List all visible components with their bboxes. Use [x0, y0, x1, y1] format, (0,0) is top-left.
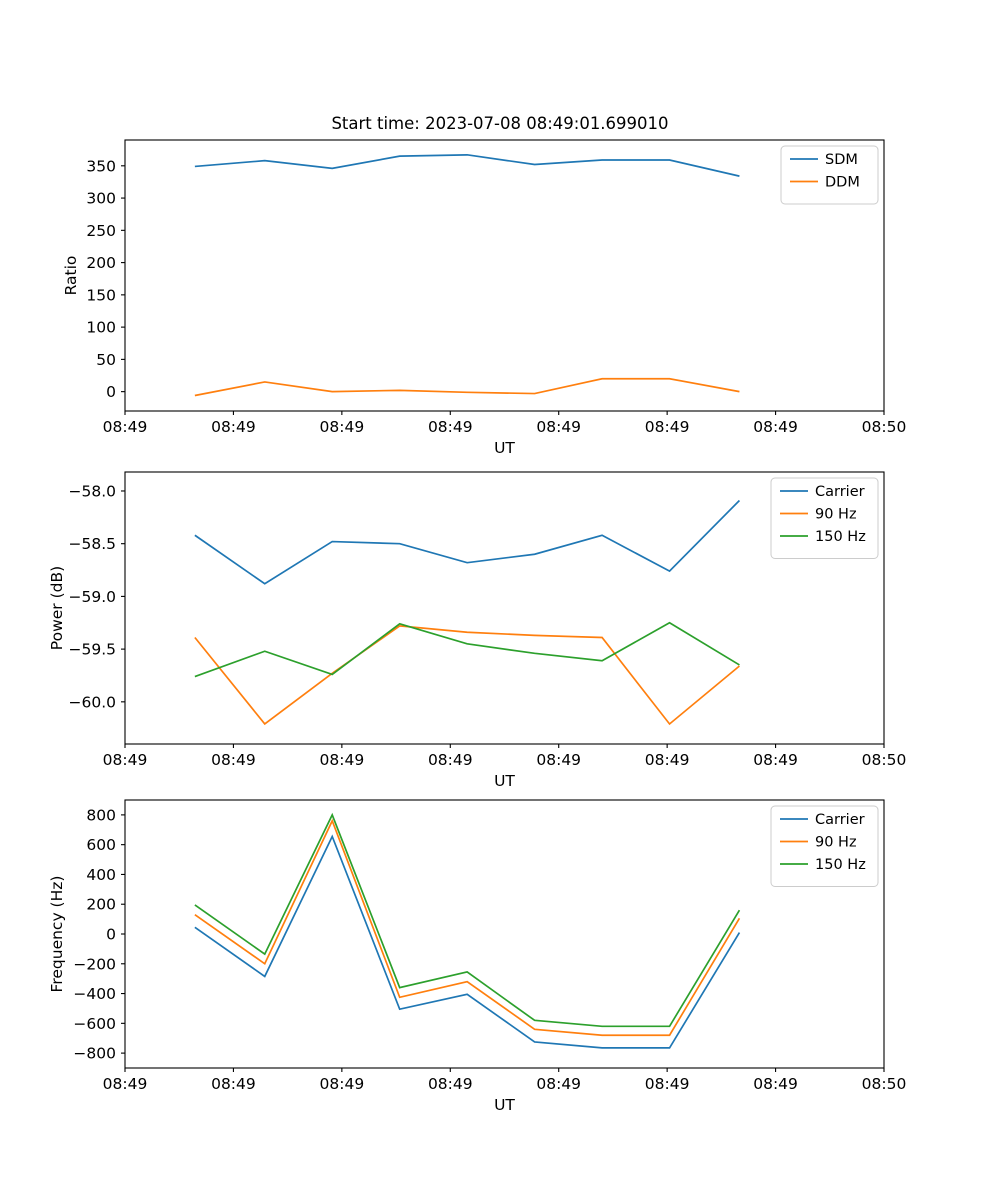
legend[interactable]: Carrier 90 Hz 150 Hz [770, 477, 879, 559]
plot-frame [124, 139, 885, 412]
series-line-ddm [194, 377, 740, 397]
x-tick-label: 08:49 [320, 418, 365, 436]
frequency-subplot: 08:49 08:49 08:49 08:49 08:49 08:49 08:49 08:50… [48, 799, 907, 1114]
legend-label: 90 Hz [815, 507, 857, 523]
y-tick-label: 800 [86, 806, 116, 824]
x-tick-label: 08:50 [862, 418, 907, 436]
y-tick-label: 200 [86, 254, 116, 272]
x-axis-label: UT [494, 439, 515, 457]
x-tick-label: 08:49 [645, 751, 690, 769]
x-tick-label: 08:49 [211, 751, 256, 769]
legend-label: 90 Hz [815, 835, 857, 851]
x-tick-label: 08:50 [862, 1075, 907, 1093]
x-axis-label: UT [494, 772, 515, 790]
y-tick-label: −60.0 [69, 693, 117, 711]
x-tick-label: 08:49 [320, 1075, 365, 1093]
x-tick-label: 08:49 [320, 751, 365, 769]
series-line-90-hz [194, 818, 741, 1037]
legend-box [780, 145, 879, 205]
x-tick-label: 08:49 [536, 751, 581, 769]
y-tick-label: 0 [106, 383, 116, 401]
power-subplot: 08:49 08:49 08:49 08:49 08:49 08:49 08:49 08:50… [48, 471, 907, 790]
y-tick-label: 250 [86, 222, 116, 240]
x-tick-label: 08:49 [645, 418, 690, 436]
y-tick-label: −600 [73, 1015, 116, 1033]
legend-label: 150 Hz [815, 857, 866, 873]
x-tick-label: 08:49 [753, 751, 798, 769]
y-tick-label: 300 [86, 190, 116, 208]
subplots-container: 08:49 08:49 08:49 08:49 08:49 08:49 08:49 08:50… [48, 139, 907, 1114]
x-tick-label: 08:49 [428, 1075, 473, 1093]
y-axis-label: Frequency (Hz) [48, 876, 66, 993]
legend[interactable]: Carrier 90 Hz 150 Hz [770, 805, 879, 887]
y-tick-label: 50 [96, 351, 116, 369]
y-tick-label: 350 [86, 157, 116, 175]
x-tick-label: 08:49 [103, 751, 148, 769]
x-tick-label: 08:49 [753, 1075, 798, 1093]
x-tick-label: 08:49 [103, 1075, 148, 1093]
series-line-carrier [194, 834, 741, 1049]
x-tick-label: 08:49 [753, 418, 798, 436]
y-tick-label: −59.0 [69, 588, 117, 606]
series-line-sdm [194, 153, 740, 177]
x-tick-label: 08:49 [428, 751, 473, 769]
x-tick-label: 08:49 [536, 418, 581, 436]
legend-label: SDM [825, 152, 858, 168]
legend-box [770, 805, 879, 887]
y-axis-label: Ratio [62, 256, 80, 296]
series-line-90-hz [194, 625, 740, 726]
y-tick-label: −800 [73, 1045, 116, 1063]
y-tick-label: −400 [73, 985, 116, 1003]
ratio-subplot: 08:49 08:49 08:49 08:49 08:49 08:49 08:49 08:50… [62, 139, 907, 457]
legend-label: Carrier [815, 484, 865, 500]
y-tick-label: 150 [86, 286, 116, 304]
x-tick-label: 08:49 [211, 1075, 256, 1093]
legend-label: DDM [825, 175, 860, 191]
legend-label: 150 Hz [815, 529, 866, 545]
x-tick-label: 08:50 [862, 751, 907, 769]
series-line-150-hz [194, 621, 740, 678]
x-tick-label: 08:49 [536, 1075, 581, 1093]
x-axis-label: UT [494, 1096, 515, 1114]
y-tick-label: 100 [86, 319, 116, 337]
x-tick-label: 08:49 [645, 1075, 690, 1093]
y-tick-label: −58.0 [69, 482, 117, 500]
y-tick-label: 200 [86, 896, 116, 914]
series-line-150-hz [194, 812, 741, 1028]
y-tick-label: −59.5 [69, 641, 117, 659]
legend-label: Carrier [815, 812, 865, 828]
legend-box [770, 477, 879, 559]
plot-frame [124, 471, 885, 745]
x-tick-label: 08:49 [211, 418, 256, 436]
y-axis-label: Power (dB) [48, 566, 66, 650]
y-tick-label: 400 [86, 866, 116, 884]
series-line-carrier [194, 499, 741, 585]
y-tick-label: 0 [106, 926, 116, 944]
x-tick-label: 08:49 [103, 418, 148, 436]
y-tick-label: 600 [86, 836, 116, 854]
y-tick-label: −200 [73, 955, 116, 973]
x-tick-label: 08:49 [428, 418, 473, 436]
page-title: Start time: 2023-07-08 08:49:01.699010 [331, 114, 668, 133]
legend[interactable]: SDM DDM [780, 145, 879, 205]
y-tick-label: −58.5 [69, 535, 117, 553]
